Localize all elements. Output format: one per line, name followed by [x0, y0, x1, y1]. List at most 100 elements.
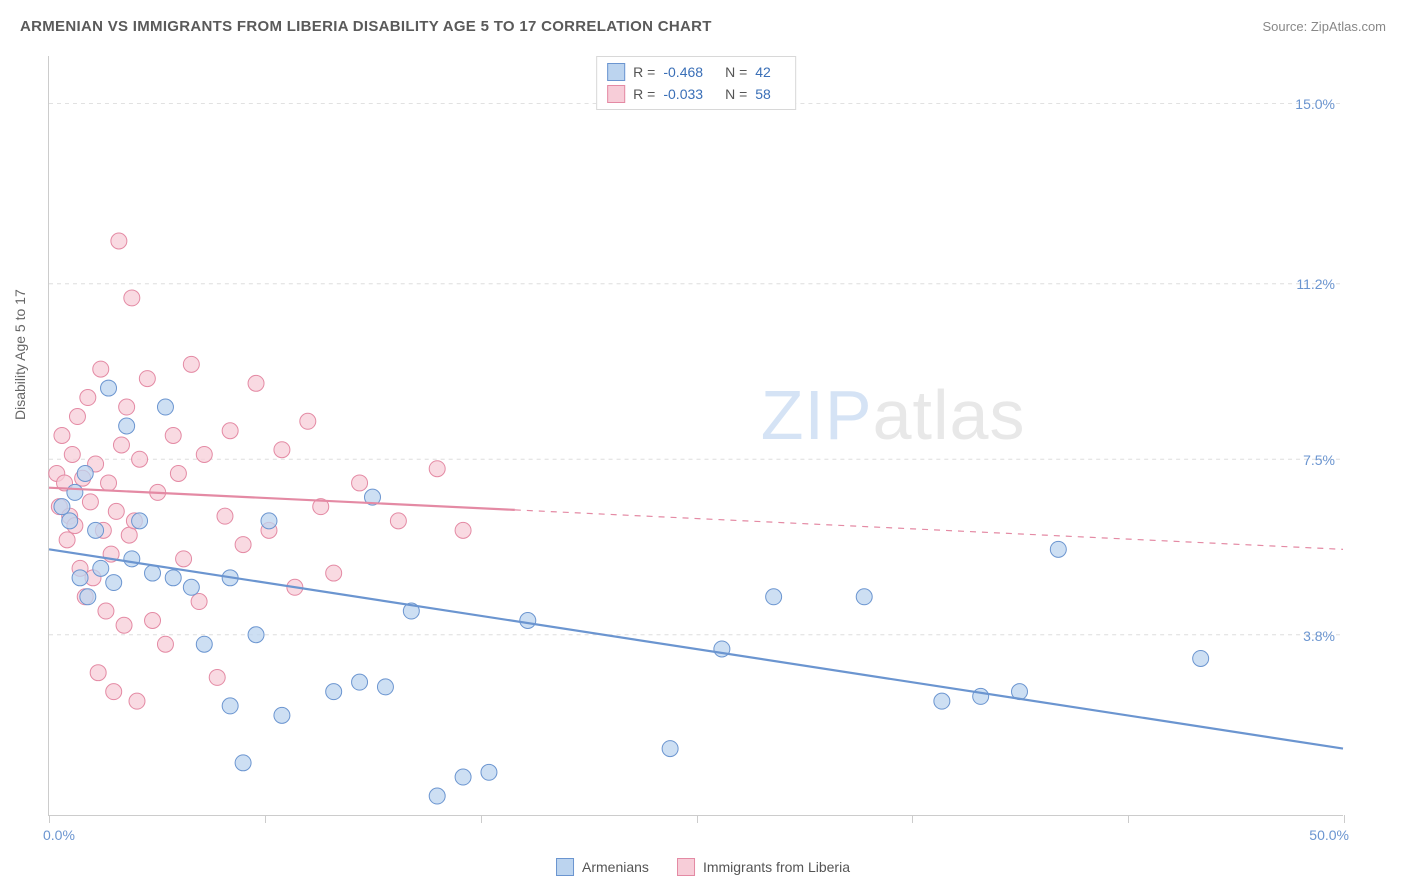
y-tick-label: 11.2% [1296, 276, 1335, 292]
r-label: R = [633, 86, 655, 102]
data-point [145, 613, 161, 629]
data-point [191, 594, 207, 610]
legend-item-armenians: Armenians [556, 858, 649, 876]
data-point [124, 290, 140, 306]
data-point [429, 461, 445, 477]
data-point [274, 442, 290, 458]
data-point [165, 428, 181, 444]
data-point [662, 741, 678, 757]
data-point [145, 565, 161, 581]
regression-line [49, 549, 1343, 748]
data-point [106, 684, 122, 700]
data-point [196, 446, 212, 462]
data-point [326, 684, 342, 700]
data-point [390, 513, 406, 529]
data-point [183, 356, 199, 372]
legend-row-armenians: R = -0.468 N = 42 [607, 61, 785, 83]
chart-title: ARMENIAN VS IMMIGRANTS FROM LIBERIA DISA… [20, 18, 712, 35]
data-point [132, 513, 148, 529]
swatch-armenians [556, 858, 574, 876]
data-point [183, 579, 199, 595]
legend-row-liberia: R = -0.033 N = 58 [607, 83, 785, 105]
data-point [64, 446, 80, 462]
x-max-label: 50.0% [1309, 827, 1349, 843]
data-point [62, 513, 78, 529]
data-point [222, 423, 238, 439]
x-tick [912, 815, 913, 823]
data-point [119, 418, 135, 434]
data-point [217, 508, 233, 524]
n-label: N = [725, 86, 747, 102]
data-point [54, 499, 70, 515]
data-point [1050, 541, 1066, 557]
source-attribution: Source: ZipAtlas.com [1262, 19, 1386, 34]
x-tick [1128, 815, 1129, 823]
data-point [455, 522, 471, 538]
data-point [69, 409, 85, 425]
liberia-r-value: -0.033 [663, 86, 703, 102]
data-point [934, 693, 950, 709]
swatch-liberia [607, 85, 625, 103]
data-point [139, 371, 155, 387]
data-point [121, 527, 137, 543]
y-tick-label: 3.8% [1303, 628, 1335, 644]
data-point [973, 688, 989, 704]
data-point [377, 679, 393, 695]
data-point [856, 589, 872, 605]
data-point [88, 522, 104, 538]
data-point [326, 565, 342, 581]
data-point [116, 617, 132, 633]
data-point [111, 233, 127, 249]
data-point [129, 693, 145, 709]
y-axis-label: Disability Age 5 to 17 [12, 289, 28, 420]
data-point [67, 484, 83, 500]
data-point [274, 707, 290, 723]
data-point [93, 361, 109, 377]
data-point [196, 636, 212, 652]
series-legend: Armenians Immigrants from Liberia [556, 858, 850, 876]
armenians-n-value: 42 [755, 64, 771, 80]
data-point [352, 674, 368, 690]
data-point [59, 532, 75, 548]
data-point [261, 513, 277, 529]
plot-area: ZIPatlas 3.8%7.5%11.2%15.0% 0.0% 50.0% R… [48, 56, 1343, 816]
data-point [54, 428, 70, 444]
y-tick-label: 15.0% [1295, 96, 1335, 112]
data-point [1193, 650, 1209, 666]
x-tick [265, 815, 266, 823]
swatch-armenians [607, 63, 625, 81]
legend-label-liberia: Immigrants from Liberia [703, 859, 850, 875]
data-point [77, 465, 93, 481]
data-point [93, 560, 109, 576]
data-point [80, 390, 96, 406]
data-point [108, 503, 124, 519]
data-point [300, 413, 316, 429]
legend-item-liberia: Immigrants from Liberia [677, 858, 850, 876]
data-point [429, 788, 445, 804]
data-point [80, 589, 96, 605]
regression-line-extrapolated [515, 510, 1343, 549]
data-point [176, 551, 192, 567]
data-point [766, 589, 782, 605]
data-point [235, 755, 251, 771]
data-point [170, 465, 186, 481]
data-point [157, 636, 173, 652]
data-point [222, 698, 238, 714]
data-point [209, 669, 225, 685]
data-point [455, 769, 471, 785]
n-label: N = [725, 64, 747, 80]
data-point [113, 437, 129, 453]
data-point [248, 375, 264, 391]
data-point [82, 494, 98, 510]
correlation-legend: R = -0.468 N = 42 R = -0.033 N = 58 [596, 56, 796, 110]
x-tick [49, 815, 50, 823]
data-point [101, 380, 117, 396]
x-tick [481, 815, 482, 823]
r-label: R = [633, 64, 655, 80]
data-point [98, 603, 114, 619]
data-point [352, 475, 368, 491]
data-point [106, 575, 122, 591]
scatter-plot-svg [49, 56, 1343, 815]
armenians-r-value: -0.468 [663, 64, 703, 80]
data-point [165, 570, 181, 586]
